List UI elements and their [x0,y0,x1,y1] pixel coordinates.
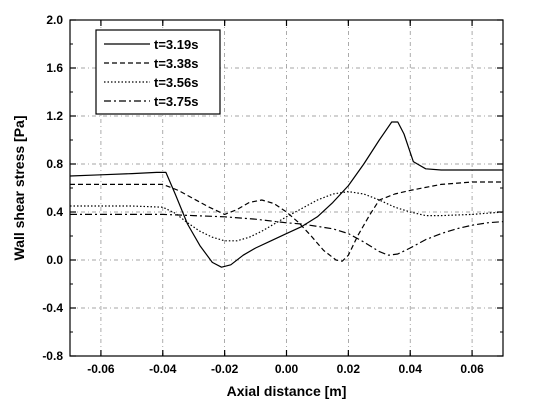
y-tick-label: 0.4 [46,205,63,219]
y-tick-label: 0.0 [46,253,63,267]
grid-lines [70,20,503,356]
y-tick-label: 0.8 [46,157,63,171]
y-tick-label: 1.2 [46,109,63,123]
x-tick-label: -0.06 [87,362,115,376]
axis-ticks: -0.06 -0.04 -0.02 0.00 0.02 0.04 0.06 -0.8 -0.4 0… [42,13,503,376]
series-line-t=3.38s [70,181,503,262]
x-tick-label: 0.06 [460,362,484,376]
series-lines [69,121,504,268]
legend-label: t=3.38s [154,56,198,71]
x-tick-label: -0.04 [149,362,177,376]
x-axis-title: Axial distance [m] [227,383,347,399]
x-tick-label: 0.00 [275,362,299,376]
x-tick-label: 0.04 [399,362,423,376]
legend: t=3.19s t=3.38s t=3.56s t=3.75s [95,29,221,115]
x-tick-label: -0.02 [211,362,239,376]
legend-label: t=3.75s [154,94,198,109]
y-axis-title: Wall shear stress [Pa] [11,116,27,261]
x-tick-label: 0.02 [337,362,361,376]
legend-label: t=3.19s [154,37,198,52]
y-tick-label: -0.8 [42,349,63,363]
legend-label: t=3.56s [154,75,198,90]
y-tick-label: 2.0 [46,13,63,27]
series-line-t=3.19s [69,121,503,268]
y-tick-label: 1.6 [46,61,63,75]
y-tick-label: -0.4 [42,301,63,315]
